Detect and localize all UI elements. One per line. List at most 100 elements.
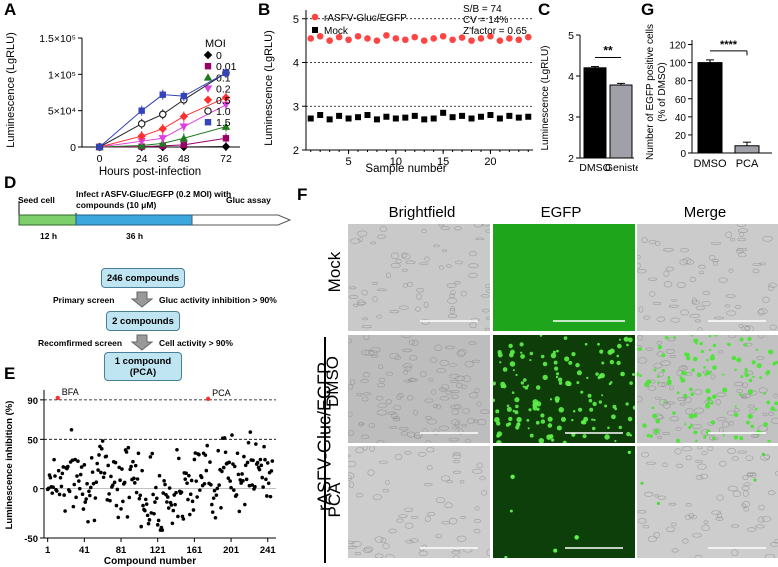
green-cell [601, 361, 605, 365]
panel-e-point [270, 459, 275, 463]
panel-e-point [194, 479, 199, 483]
cell [392, 416, 400, 420]
cell [441, 249, 448, 253]
green-cell [584, 342, 588, 346]
panel-c-ytick-label: 5 [568, 30, 574, 42]
img-pca-brightfield [348, 446, 490, 558]
panel-b-point-mock [307, 115, 314, 122]
panel-c-category-label: DMSO [579, 162, 611, 174]
cell [356, 392, 363, 397]
cell [745, 455, 754, 461]
panel-c-ytick-label: 3 [568, 112, 574, 124]
cell [768, 282, 777, 288]
panel-e-point [173, 502, 177, 507]
panel-b-xtick-label: 10 [390, 156, 402, 168]
panel-e-point [83, 500, 88, 504]
panel-g-ytick-label: 60 [675, 95, 687, 106]
cell [460, 290, 467, 297]
panel-e-point [157, 473, 162, 478]
cell [454, 404, 462, 410]
panel-g-category-label: DMSO [694, 158, 727, 170]
cell [654, 396, 661, 400]
cell [721, 421, 730, 428]
panel-e-point [126, 445, 131, 450]
green-cell [598, 400, 603, 404]
cell [432, 429, 439, 436]
green-cell [515, 404, 519, 409]
cell [398, 305, 409, 310]
green-cell [546, 434, 552, 440]
cell [657, 435, 662, 439]
cell [388, 426, 398, 429]
cell [360, 434, 370, 439]
green-cell [576, 370, 582, 376]
panel-e-point [209, 482, 213, 487]
box-2-compounds: 2 compounds [106, 311, 180, 331]
green-cell [712, 343, 717, 348]
panel-a-legend-label: 1.0 [216, 106, 231, 118]
green-cell [683, 393, 688, 399]
green-cell [763, 422, 768, 427]
cell [387, 411, 397, 415]
panel-e-ylabel: Luminescence inhibition (%) [4, 401, 15, 530]
cell [637, 254, 641, 260]
panel-a-legend-label: 1.5 [216, 117, 231, 129]
panel-e-point [51, 485, 55, 489]
panel-a-point [96, 143, 103, 151]
panel-e-point [244, 477, 249, 482]
green-cell [722, 373, 725, 376]
panel-a-legend-marker [203, 85, 213, 93]
cell [460, 516, 466, 519]
cell [643, 315, 651, 320]
cell [448, 437, 460, 442]
cell [402, 363, 413, 369]
cell [405, 260, 416, 265]
green-cell [540, 419, 546, 424]
cell [480, 409, 490, 415]
cell [397, 393, 404, 398]
cell [445, 390, 453, 395]
panel-a-legend-marker [203, 95, 213, 104]
cell [408, 339, 415, 346]
cell [448, 517, 458, 525]
green-cell [510, 349, 515, 355]
cell [348, 383, 354, 390]
panel-e-point [185, 481, 189, 485]
panel-e-point [132, 476, 136, 481]
green-cell [529, 359, 532, 362]
cell [725, 231, 733, 238]
panel-e-point [153, 500, 157, 504]
green-cell [759, 376, 762, 379]
cell [406, 395, 414, 401]
cell [730, 524, 740, 528]
panel-e-point [133, 463, 138, 468]
green-cell [743, 343, 747, 347]
green-cell [514, 410, 519, 415]
panel-e-point [149, 511, 154, 515]
cell [741, 393, 747, 398]
cell [642, 524, 650, 529]
cell [715, 516, 724, 521]
panel-e-point [62, 493, 66, 497]
green-cell [704, 374, 707, 377]
green-cell [529, 433, 534, 438]
cell [677, 396, 687, 401]
panel-e-point [79, 465, 84, 469]
green-cell [736, 357, 742, 363]
green-cell [535, 420, 540, 425]
cell [355, 492, 364, 498]
cell [418, 550, 428, 557]
green-cell [611, 414, 616, 420]
panel-e-point [84, 497, 88, 501]
green-cell [495, 409, 500, 414]
green-cell [591, 426, 596, 431]
cell [694, 319, 701, 323]
cell [741, 382, 748, 389]
panel-e-point [127, 495, 132, 500]
cell [742, 490, 749, 497]
green-cell [589, 407, 594, 412]
panel-a-point [158, 124, 167, 134]
cell [404, 522, 414, 529]
panel-a-point [180, 92, 188, 100]
panel-b-point-mock [477, 113, 484, 120]
